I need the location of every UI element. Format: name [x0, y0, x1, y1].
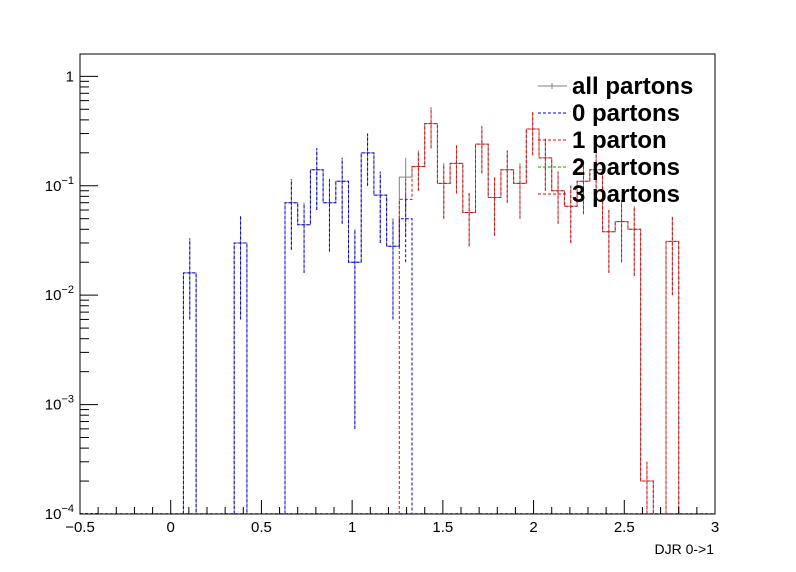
series-1-parton	[398, 107, 680, 514]
x-tick-label: 2	[529, 519, 537, 536]
legend-label: 1 parton	[572, 127, 667, 154]
legend-label: 2 partons	[572, 154, 680, 181]
x-tick-label: −0.5	[65, 519, 95, 536]
x-tick-label: 1.5	[432, 519, 453, 536]
series-0-partons	[182, 133, 413, 514]
series-layer	[80, 107, 715, 514]
y-tick-label: 10−3	[45, 394, 74, 414]
legend-label: all partons	[572, 73, 693, 100]
x-tick-label: 2.5	[614, 519, 635, 536]
y-tick-label: 1	[66, 68, 74, 85]
axis-layer: −0.5 0 0.5 1 1.5 2 2.5 3 1 10−1 10−2 10−3 10−4	[45, 68, 719, 536]
x-tick-label: 0.5	[251, 519, 272, 536]
legend-entry: all partons	[538, 73, 693, 100]
y-tick-label: 10−1	[45, 175, 74, 195]
legend-entry: 0 partons	[538, 100, 680, 127]
legend-label: 0 partons	[572, 100, 680, 127]
x-tick-label: 1	[348, 519, 356, 536]
y-tick-label: 10−4	[45, 503, 74, 523]
legend-entry: 2 partons	[538, 154, 680, 181]
legend-entry: 1 parton	[538, 127, 667, 154]
histogram-outline	[398, 123, 680, 514]
x-tick-label: 0	[167, 519, 175, 536]
legend-entry: 3 partons	[538, 181, 680, 208]
x-axis-label: DJR 0->1	[654, 541, 714, 557]
y-tick-label: 10−2	[45, 284, 74, 304]
legend-label: 3 partons	[572, 181, 680, 208]
x-tick-label: 3	[711, 519, 719, 536]
